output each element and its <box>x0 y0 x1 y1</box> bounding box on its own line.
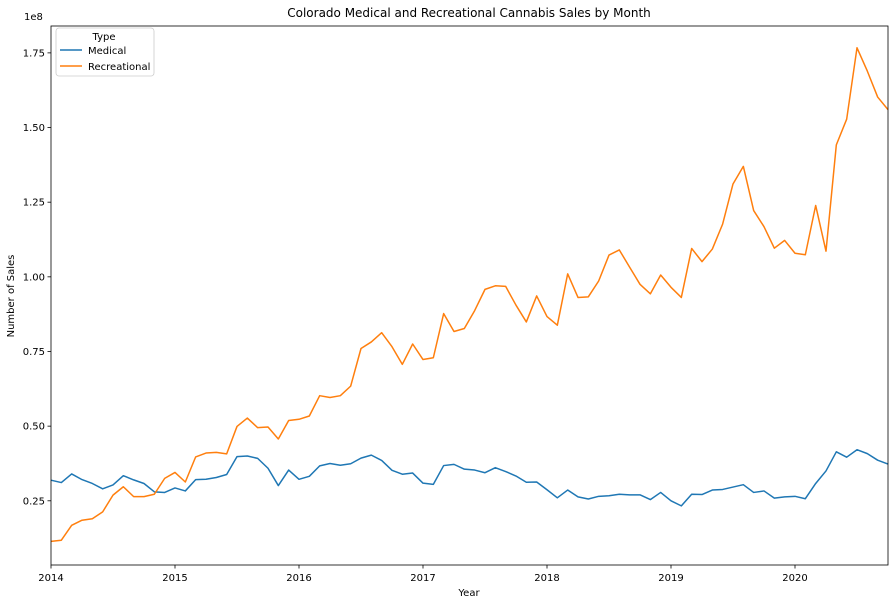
x-tick-label: 2017 <box>410 573 435 584</box>
series-layer <box>50 47 889 543</box>
legend-box <box>55 27 155 77</box>
series-line-recreational <box>50 47 889 543</box>
x-tick-label: 2016 <box>286 573 311 584</box>
x-tick-label: 2019 <box>658 573 683 584</box>
x-tick-label: 2014 <box>38 573 63 584</box>
legend: Type Medical Recreational <box>55 27 155 77</box>
y-axis-label: Number of Sales <box>6 255 17 338</box>
y-tick-label: 1.25 <box>23 198 45 209</box>
legend-label-medical: Medical <box>88 46 126 57</box>
x-axis: 2014 2015 2016 2017 2018 2019 2020 <box>38 565 808 584</box>
legend-title: Type <box>92 32 116 43</box>
legend-label-recreational: Recreational <box>88 62 150 73</box>
x-axis-label: Year <box>457 588 480 599</box>
x-tick-label: 2015 <box>162 573 187 584</box>
x-tick-label: 2020 <box>782 573 807 584</box>
chart-title: Colorado Medical and Recreational Cannab… <box>287 6 651 20</box>
y-tick-label: 0.75 <box>23 347 45 358</box>
y-tick-label: 0.25 <box>23 496 45 507</box>
plot-frame <box>50 25 889 566</box>
series-line-medical <box>50 448 889 507</box>
y-tick-label: 1.50 <box>23 123 45 134</box>
y-tick-label: 0.50 <box>23 422 45 433</box>
y-offset-label: 1e8 <box>24 12 43 23</box>
y-tick-label: 1.00 <box>23 272 45 283</box>
x-tick-label: 2018 <box>534 573 559 584</box>
y-tick-label: 1.75 <box>23 48 45 59</box>
y-axis: 0.25 0.50 0.75 1.00 1.25 1.50 1.75 <box>23 48 51 507</box>
